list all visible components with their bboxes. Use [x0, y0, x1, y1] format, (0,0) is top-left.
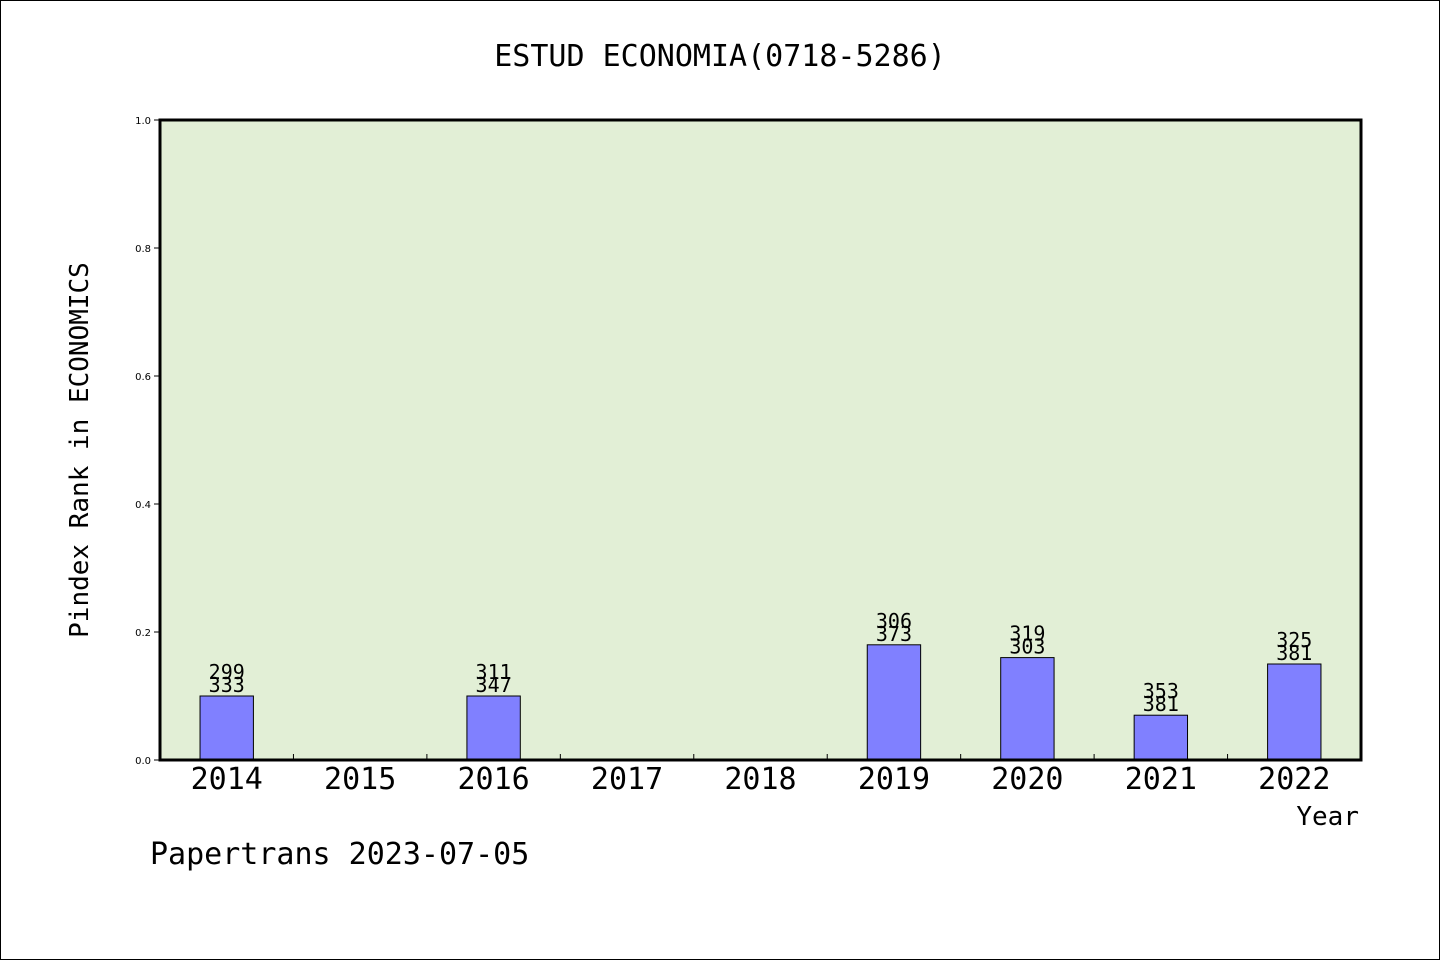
- y-tick-label-4: 0.8: [135, 244, 151, 255]
- y-tick-label-3: 0.6: [135, 372, 151, 383]
- y-tick-label-2: 0.4: [135, 500, 151, 511]
- y-tick-label-1: 0.2: [135, 628, 151, 639]
- bar-label-top-2020: 319: [1009, 622, 1045, 646]
- bar-label-top-2019: 306: [876, 609, 912, 633]
- footer-credit: Papertrans 2023-07-05: [150, 837, 529, 872]
- bar-label-top-2022: 325: [1276, 628, 1312, 652]
- bars-group: [199, 644, 1322, 761]
- y-axis-label: Pindex Rank in ECONOMICS: [65, 262, 95, 638]
- y-axis-ticks: 0.0 0.2 0.4 0.6 0.8 1.0: [135, 116, 160, 767]
- x-tick-label-2022: 2022: [1258, 762, 1330, 797]
- y-tick-label-0: 0.0: [135, 756, 151, 767]
- bar-label-bottom-2022: 381: [1276, 641, 1312, 665]
- bar-2014: [199, 695, 254, 761]
- bar-label-top-2014: 299: [209, 660, 245, 684]
- chart-title: ESTUD ECONOMIA(0718-5286): [494, 39, 946, 74]
- plot-area: [160, 120, 1361, 760]
- bar-2021: [1133, 714, 1189, 761]
- x-tick-label-2020: 2020: [991, 762, 1063, 797]
- x-tick-label-2014: 2014: [191, 762, 263, 797]
- x-tick-label-2015: 2015: [324, 762, 396, 797]
- bar-label-bottom-2014: 333: [209, 673, 245, 697]
- bar-label-bottom-2021: 381: [1143, 692, 1179, 716]
- x-axis-ticks: 2014 2015 2016 2017 2018 2019 2020 2021 2022: [191, 754, 1330, 797]
- x-tick-label-2016: 2016: [457, 762, 529, 797]
- bar-2019: [866, 644, 922, 761]
- plot-border: [158, 118, 1363, 762]
- x-tick-label-2019: 2019: [858, 762, 930, 797]
- bar-2016: [466, 695, 521, 761]
- x-tick-label-2017: 2017: [591, 762, 663, 797]
- x-tick-label-2021: 2021: [1125, 762, 1197, 797]
- bar-2020: [1000, 657, 1055, 761]
- y-tick-label-5: 1.0: [135, 116, 151, 127]
- bar-label-top-2021: 353: [1143, 679, 1179, 703]
- bar-label-bottom-2016: 347: [476, 673, 512, 697]
- bar-label-bottom-2019: 373: [876, 622, 912, 646]
- bar-label-bottom-2020: 303: [1009, 635, 1045, 659]
- x-tick-label-2018: 2018: [724, 762, 796, 797]
- bar-2022: [1267, 663, 1322, 761]
- bar-label-top-2016: 311: [476, 660, 512, 684]
- x-axis-label: Year: [1296, 802, 1359, 832]
